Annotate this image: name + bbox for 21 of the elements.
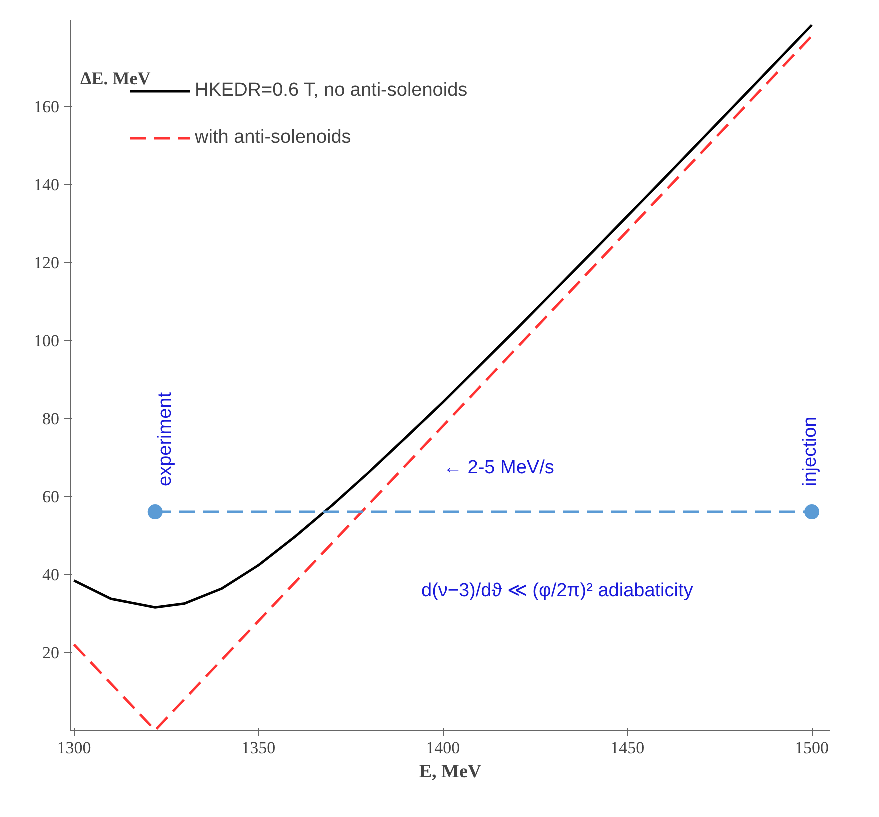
x-tick-label: 1300 bbox=[57, 738, 92, 758]
x-axis-title: E, MeV bbox=[419, 762, 482, 782]
x-tick-label: 1400 bbox=[426, 738, 460, 758]
x-tick-label: 1450 bbox=[610, 738, 645, 758]
y-tick-label: 160 bbox=[34, 97, 60, 116]
y-tick-label: 80 bbox=[42, 409, 60, 428]
annotation: experiment bbox=[155, 392, 176, 486]
y-tick-label: 100 bbox=[34, 331, 60, 350]
annotation: ← 2-5 MeV/s bbox=[444, 458, 554, 478]
y-tick-label: 20 bbox=[42, 643, 60, 662]
x-tick-label: 1500 bbox=[795, 738, 830, 758]
annotation: injection bbox=[800, 416, 821, 486]
x-tick-label: 1350 bbox=[242, 738, 276, 758]
y-tick-label: 140 bbox=[34, 175, 60, 194]
y-tick-label: 60 bbox=[42, 487, 60, 506]
legend-label: with anti-solenoids bbox=[195, 127, 352, 149]
y-tick-label: 120 bbox=[34, 253, 60, 272]
annotation: d(ν−3)/dϑ ≪ (φ/2π)² adiabaticity bbox=[422, 580, 694, 602]
legend-label: HKEDR=0.6 T, no anti-solenoids bbox=[195, 80, 468, 102]
y-tick-label: 40 bbox=[42, 565, 60, 584]
y-axis-title: ΔE. MeV bbox=[80, 68, 151, 88]
